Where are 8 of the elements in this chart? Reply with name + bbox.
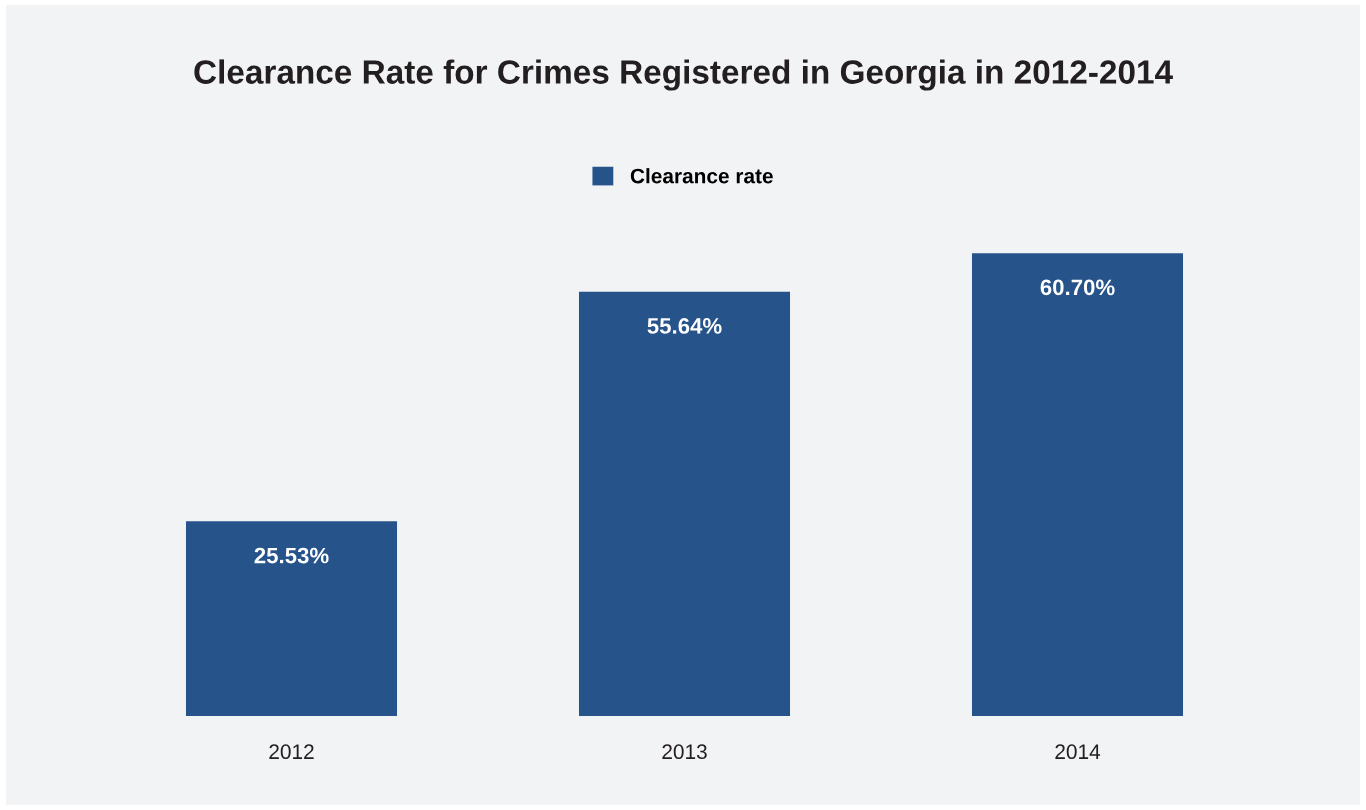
data-label: 25.53% (254, 547, 329, 564)
x-tick-label: 2013 (662, 744, 707, 760)
x-tick-label: 2014 (1055, 744, 1101, 760)
data-label: 60.70% (1040, 279, 1115, 296)
chart-title: Clearance Rate for Crimes Registered in Georgia in 2012-2014 (194, 59, 1173, 91)
x-tick-label: 2012 (269, 744, 314, 760)
legend-label: Clearance rate (630, 168, 773, 184)
data-label: 55.64% (647, 318, 722, 334)
